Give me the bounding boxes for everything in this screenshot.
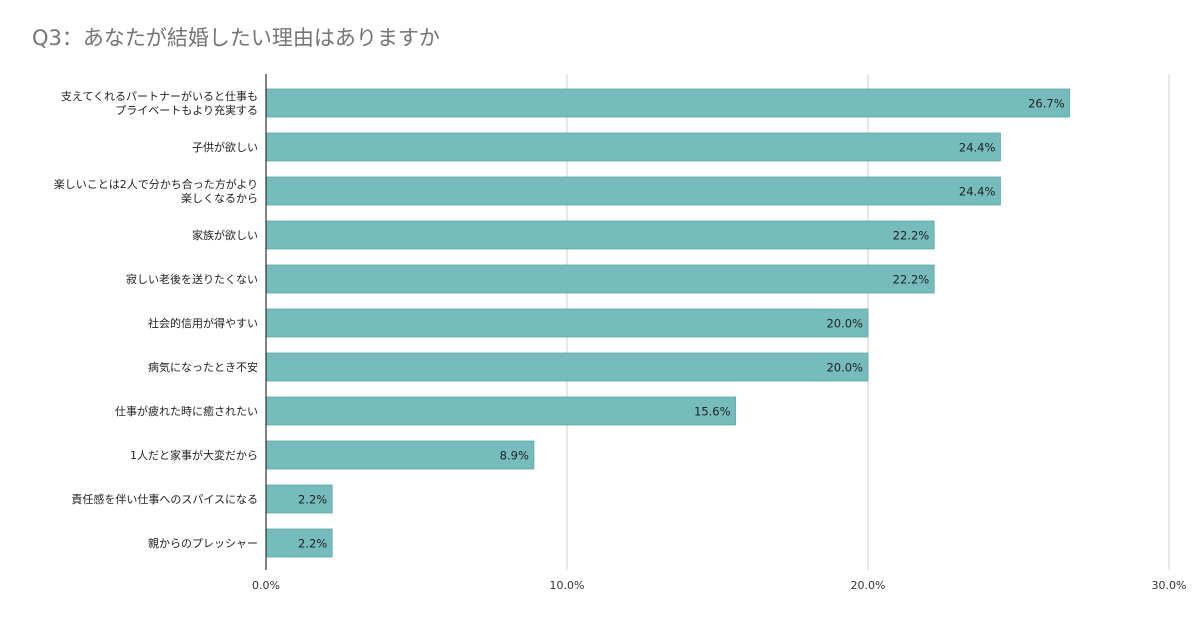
bar: [266, 176, 1001, 206]
category-label: 楽しいことは2人で分かち合った方がより: [54, 177, 258, 191]
bar: [266, 88, 1071, 118]
value-label: 26.7%: [1028, 97, 1065, 111]
value-label: 2.2%: [298, 493, 327, 507]
category-label: 家族が欲しい: [192, 228, 258, 242]
value-label: 22.2%: [893, 229, 930, 243]
bar: [266, 440, 535, 470]
value-label: 8.9%: [500, 449, 529, 463]
chart-title: Q3：あなたが結婚したい理由はありますか: [32, 26, 440, 50]
x-axis-ticks: 0.0% 10.0% 20.0% 30.0%: [252, 579, 1186, 592]
bar: [266, 132, 1001, 162]
value-label: 22.2%: [893, 273, 930, 287]
category-label: 責任感を伴い仕事へのスパイスになる: [71, 492, 258, 506]
category-label: 仕事が疲れた時に癒されたい: [115, 404, 258, 418]
bar: [266, 264, 935, 294]
bar: [266, 352, 869, 382]
category-label: 1人だと家事が大変だから: [130, 448, 258, 462]
x-tick-label: 20.0%: [851, 579, 886, 592]
value-label: 24.4%: [959, 185, 996, 199]
bar: [266, 484, 333, 514]
value-label: 20.0%: [826, 361, 863, 375]
x-tick-label: 0.0%: [252, 579, 280, 592]
category-label: 病気になったとき不安: [148, 360, 258, 374]
category-label: 社会的信用が得やすい: [148, 316, 258, 330]
bar: [266, 308, 869, 338]
bar: [266, 220, 935, 250]
value-label: 15.6%: [694, 405, 731, 419]
x-tick-label: 10.0%: [550, 579, 585, 592]
value-label: 20.0%: [826, 317, 863, 331]
category-label: 支えてくれるパートナーがいると仕事も: [61, 89, 258, 103]
bar: [266, 396, 736, 426]
category-label: プライベートもより充実する: [115, 103, 258, 117]
category-label: 寂しい老後を送りたくない: [126, 272, 258, 286]
x-tick-label: 30.0%: [1152, 579, 1187, 592]
category-label: 親からのプレッシャー: [148, 537, 258, 550]
category-label: 子供が欲しい: [192, 140, 258, 154]
category-label: 楽しくなるから: [181, 192, 258, 205]
category-labels: 支えてくれるパートナーがいると仕事もプライベートもより充実する子供が欲しい楽しい…: [54, 89, 258, 550]
value-labels: 26.7% 24.4% 24.4% 22.2% 22.2% 20.0% 20.0% 15.6%…: [298, 97, 1065, 551]
value-label: 2.2%: [298, 537, 327, 551]
bars: [266, 88, 1071, 558]
value-label: 24.4%: [959, 141, 996, 155]
